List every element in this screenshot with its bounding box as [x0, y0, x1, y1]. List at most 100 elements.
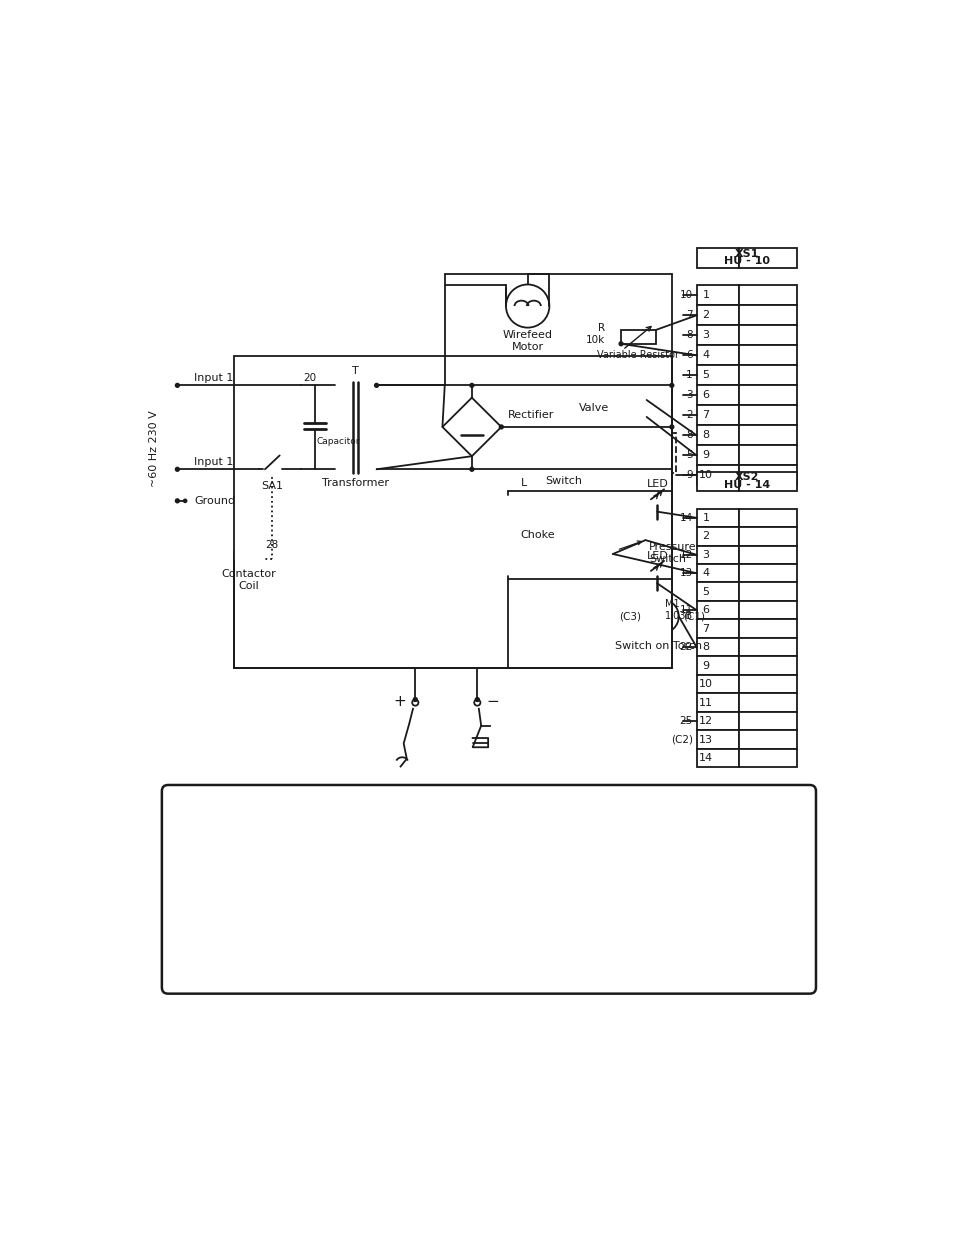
Bar: [696, 425, 739, 446]
Text: 5: 5: [685, 451, 692, 461]
Text: Capacitor: Capacitor: [316, 437, 360, 446]
Circle shape: [475, 698, 478, 701]
Text: 8: 8: [685, 330, 692, 341]
Bar: [739, 564, 797, 583]
Text: 1: 1: [685, 370, 692, 380]
Text: 5: 5: [701, 587, 709, 597]
Bar: [233, 356, 671, 668]
Bar: [739, 527, 797, 546]
Bar: [696, 247, 739, 268]
Bar: [696, 564, 739, 583]
Circle shape: [610, 552, 615, 556]
Bar: [611, 400, 646, 417]
Bar: [696, 620, 739, 638]
Text: LED: LED: [646, 479, 668, 489]
Bar: [696, 674, 739, 693]
Text: XS1: XS1: [734, 248, 759, 258]
Bar: [739, 638, 797, 656]
Bar: [696, 656, 739, 674]
Text: 4: 4: [701, 568, 709, 578]
Bar: [739, 366, 797, 385]
Circle shape: [175, 383, 179, 388]
Bar: [696, 601, 739, 620]
Bar: [739, 247, 797, 268]
Circle shape: [470, 467, 474, 472]
Bar: [739, 472, 797, 490]
Bar: [696, 466, 739, 485]
Text: 9: 9: [685, 471, 692, 480]
Bar: [739, 711, 797, 730]
Circle shape: [498, 425, 503, 429]
Bar: [696, 285, 739, 305]
Text: (C3): (C3): [618, 611, 640, 621]
Circle shape: [175, 467, 179, 472]
Circle shape: [470, 383, 474, 388]
Bar: [739, 385, 797, 405]
Text: HU - 14: HU - 14: [723, 479, 769, 490]
Text: (C2): (C2): [670, 735, 692, 745]
Bar: [739, 601, 797, 620]
Bar: [696, 509, 739, 527]
Circle shape: [313, 467, 317, 472]
Bar: [696, 711, 739, 730]
Circle shape: [299, 383, 303, 388]
Circle shape: [375, 383, 378, 388]
Text: Valve: Valve: [578, 404, 608, 414]
Text: 10: 10: [679, 290, 692, 300]
Text: 14: 14: [699, 753, 712, 763]
Bar: [739, 346, 797, 366]
Text: +: +: [393, 694, 406, 709]
Bar: [620, 403, 637, 414]
Text: Wirefeed
Motor: Wirefeed Motor: [502, 330, 552, 352]
Circle shape: [413, 698, 416, 701]
Bar: [696, 325, 739, 346]
Bar: [696, 446, 739, 466]
Text: T: T: [352, 367, 358, 377]
Text: Switch on Torch: Switch on Torch: [615, 641, 701, 651]
Bar: [739, 674, 797, 693]
FancyBboxPatch shape: [162, 785, 815, 994]
Text: 6: 6: [701, 390, 709, 400]
Circle shape: [183, 499, 187, 503]
Text: 28: 28: [265, 540, 278, 550]
Circle shape: [375, 467, 378, 472]
Text: 12: 12: [699, 716, 712, 726]
Text: 6: 6: [701, 605, 709, 615]
Text: 2: 2: [701, 531, 709, 541]
Bar: [696, 748, 739, 767]
Text: Variable Resistor: Variable Resistor: [597, 350, 679, 359]
Text: 7: 7: [685, 310, 692, 320]
Text: XS2: XS2: [734, 472, 759, 482]
Text: 4: 4: [701, 351, 709, 361]
Bar: [696, 527, 739, 546]
Bar: [739, 466, 797, 485]
Bar: [696, 638, 739, 656]
Circle shape: [618, 342, 622, 346]
Bar: [620, 330, 656, 343]
Text: 8: 8: [701, 642, 709, 652]
Bar: [739, 693, 797, 711]
Text: L: L: [520, 478, 526, 488]
Text: 7: 7: [701, 410, 709, 420]
Text: (C1): (C1): [682, 611, 704, 621]
Text: Switch: Switch: [544, 475, 581, 485]
Text: SA1: SA1: [261, 482, 283, 492]
Circle shape: [313, 383, 317, 388]
Bar: [739, 425, 797, 446]
Text: 5: 5: [701, 370, 709, 380]
Text: −: −: [486, 694, 498, 709]
Text: Input 1: Input 1: [194, 457, 233, 467]
Text: Rectifier: Rectifier: [507, 410, 554, 420]
Bar: [739, 620, 797, 638]
Text: 20: 20: [303, 373, 316, 383]
Circle shape: [175, 499, 179, 503]
Circle shape: [669, 425, 673, 429]
Text: Transformer: Transformer: [322, 478, 389, 488]
Text: 3: 3: [685, 390, 692, 400]
Text: 3: 3: [701, 330, 709, 341]
Bar: [696, 583, 739, 601]
Bar: [696, 730, 739, 748]
Bar: [739, 305, 797, 325]
Text: 6: 6: [685, 351, 692, 361]
Bar: [696, 305, 739, 325]
